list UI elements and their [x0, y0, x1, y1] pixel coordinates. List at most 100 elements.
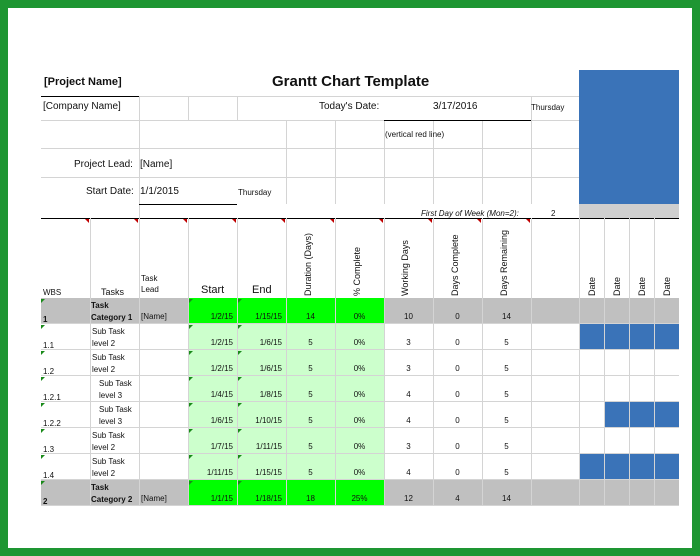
- gantt-cell: [629, 454, 654, 480]
- col-line: [188, 324, 189, 350]
- col-line: [188, 428, 189, 454]
- end-cell: 1/10/15: [255, 416, 282, 425]
- project-lead-value[interactable]: [Name]: [140, 159, 173, 170]
- col-end: End: [252, 284, 272, 296]
- start-cell: 1/1/15: [210, 494, 233, 503]
- col-task-lead-2: Lead: [141, 285, 159, 294]
- col-start: Start: [201, 284, 225, 296]
- gantt-cell: [629, 350, 654, 376]
- grid-line-v: [237, 96, 238, 120]
- wbs-cell: 1.2: [43, 367, 55, 376]
- duration-cell: 5: [308, 390, 313, 399]
- col-line: [90, 350, 91, 376]
- wbs-flag: [41, 481, 45, 485]
- end-cell: 1/8/15: [259, 390, 282, 399]
- gantt-cell: [579, 324, 604, 350]
- working-days-cell: 4: [406, 390, 411, 399]
- end-cell: 1/15/15: [255, 312, 282, 321]
- start-cell: 1/4/15: [210, 390, 233, 399]
- task-name-line2: level 3: [99, 391, 123, 400]
- grid-line-v: [335, 120, 336, 204]
- working-days-cell: 10: [404, 312, 413, 321]
- wbs-cell: 1.4: [43, 471, 55, 480]
- duration-cell: 5: [308, 416, 313, 425]
- col-tasks: Tasks: [101, 287, 125, 297]
- pct-complete-cell: 0%: [353, 416, 366, 425]
- days-complete-cell: 0: [455, 364, 460, 373]
- wbs-cell: 1: [43, 315, 48, 324]
- col-line: [90, 480, 91, 506]
- header-col-line: [335, 218, 336, 298]
- col-line: [629, 350, 630, 376]
- comment-flag: [477, 219, 481, 223]
- col-line: [384, 324, 385, 350]
- col-line: [629, 428, 630, 454]
- wbs-cell: 1.1: [43, 341, 55, 350]
- gantt-cell: [604, 428, 629, 454]
- gantt-cell: [629, 428, 654, 454]
- col-line: [237, 428, 238, 454]
- date-flag: [189, 481, 193, 485]
- gantt-cell: [629, 324, 654, 350]
- header-col-line: [654, 218, 655, 298]
- col-line: [629, 298, 630, 324]
- col-pct-complete: % Complete: [352, 246, 362, 296]
- col-line: [604, 428, 605, 454]
- col-line: [654, 454, 655, 480]
- first-day-value[interactable]: 2: [551, 209, 556, 218]
- comment-flag: [183, 219, 187, 223]
- company-name: [Company Name]: [43, 101, 121, 112]
- col-line: [482, 454, 483, 480]
- col-line: [604, 454, 605, 480]
- header-col-line: [286, 218, 287, 298]
- grid-line-h: [41, 120, 579, 121]
- wbs-flag: [41, 429, 45, 433]
- days-remaining-cell: 14: [502, 312, 511, 321]
- col-line: [139, 480, 140, 506]
- days-remaining-cell: 5: [504, 468, 509, 477]
- col-line: [286, 376, 287, 402]
- days-complete-cell: 0: [455, 338, 460, 347]
- col-line: [237, 350, 238, 376]
- wbs-flag: [41, 377, 45, 381]
- header-col-line: [90, 218, 91, 298]
- table-row: 1.2.2 Sub Task level 3 1/6/15 1/10/15 5 0% 4 0 5: [41, 402, 679, 428]
- todays-date-value[interactable]: 3/17/2016: [433, 101, 478, 112]
- days-remaining-cell: 5: [504, 338, 509, 347]
- date-flag: [238, 325, 242, 329]
- wbs-flag: [41, 351, 45, 355]
- gantt-cell: [604, 298, 629, 324]
- task-name-line2: level 3: [99, 417, 123, 426]
- col-line: [629, 402, 630, 428]
- gantt-spreadsheet: [Project Name] Grantt Chart Template [Co…: [41, 70, 679, 506]
- table-row: 1.4 Sub Task level 2 1/11/15 1/15/15 5 0% 4 0 5: [41, 454, 679, 480]
- project-name: [Project Name]: [44, 76, 122, 88]
- col-line: [579, 324, 580, 350]
- task-name-line2: level 2: [92, 443, 116, 452]
- start-cell: 1/2/15: [210, 338, 233, 347]
- col-line: [654, 324, 655, 350]
- gantt-cell: [654, 402, 679, 428]
- wbs-flag: [41, 325, 45, 329]
- date-flag: [238, 481, 242, 485]
- col-line: [286, 298, 287, 324]
- table-row: 1 Task Category 1 [Name] 1/2/15 1/15/15 14 0% 10…: [41, 298, 679, 324]
- page-title: Grantt Chart Template: [272, 73, 430, 90]
- col-line: [654, 376, 655, 402]
- working-days-cell: 12: [404, 494, 413, 503]
- col-line: [237, 454, 238, 480]
- date-flag: [238, 403, 242, 407]
- table-row: 1.3 Sub Task level 2 1/7/15 1/11/15 5 0% 3 0 5: [41, 428, 679, 454]
- grid-line-v: [482, 120, 483, 204]
- col-line: [335, 324, 336, 350]
- date-flag: [189, 299, 193, 303]
- task-name-line1: Task: [91, 483, 109, 492]
- days-complete-cell: 0: [455, 416, 460, 425]
- task-name-line2: level 2: [92, 365, 116, 374]
- col-line: [654, 428, 655, 454]
- col-line: [433, 480, 434, 506]
- start-date-value[interactable]: 1/1/2015: [140, 186, 179, 197]
- gantt-cell: [629, 480, 654, 506]
- col-line: [433, 350, 434, 376]
- col-line: [654, 298, 655, 324]
